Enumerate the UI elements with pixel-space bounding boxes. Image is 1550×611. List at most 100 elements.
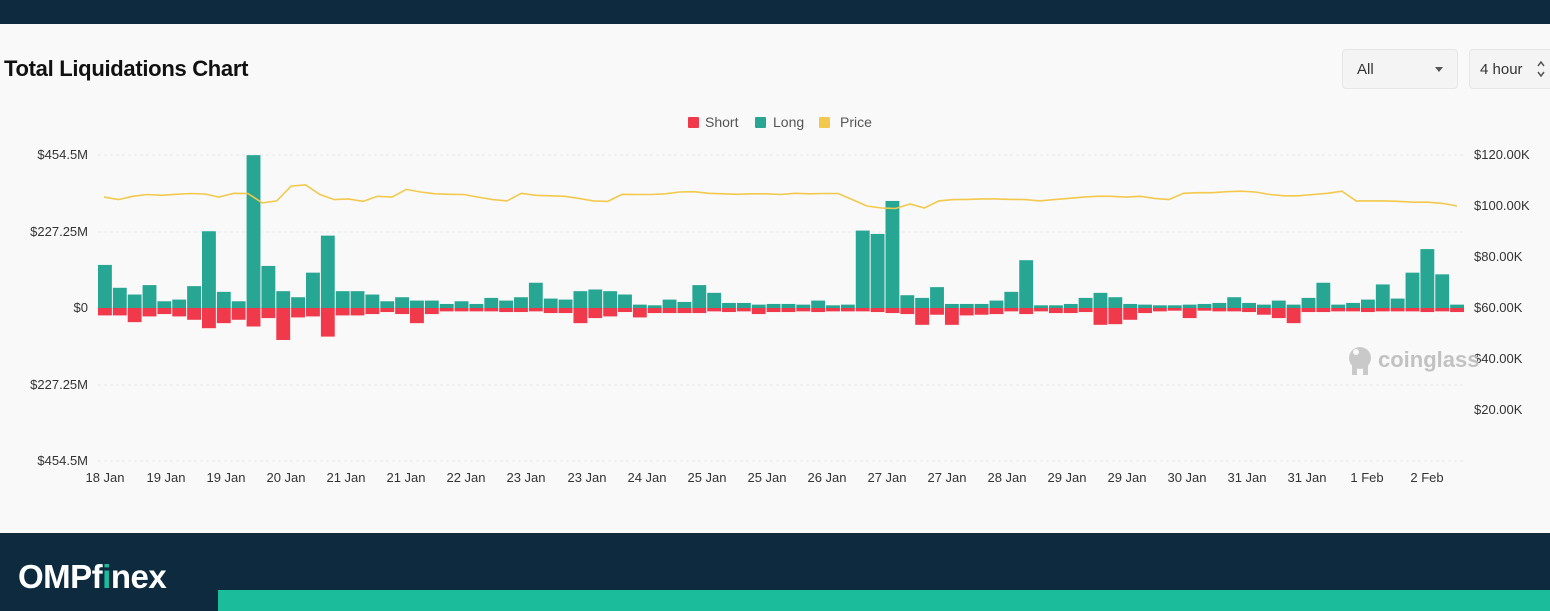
liquidations-chart: Short Long Price $454.5M $227.25M $0 $227.2… <box>30 114 1530 485</box>
short-bar <box>900 308 915 315</box>
y-right-tick-label: $120.00K <box>1474 147 1530 162</box>
short-bar <box>1242 308 1256 313</box>
long-bar <box>1435 274 1450 308</box>
long-bar <box>528 282 543 308</box>
short-bar <box>930 308 944 315</box>
long-bar <box>1256 304 1271 308</box>
x-tick-label: 29 Jan <box>1107 470 1146 485</box>
short-bar <box>1123 308 1138 320</box>
short-bar <box>291 308 306 318</box>
long-bar <box>900 295 915 308</box>
x-tick-label: 31 Jan <box>1227 470 1266 485</box>
short-bar <box>1331 308 1346 312</box>
long-bar <box>1316 282 1331 308</box>
short-bar <box>855 308 870 312</box>
short-bar <box>1004 308 1019 312</box>
x-tick-label: 21 Jan <box>326 470 365 485</box>
long-bar <box>187 286 202 308</box>
long-bar <box>1078 297 1093 308</box>
short-bar <box>1375 308 1390 312</box>
y-right-tick-label: $80.00K <box>1474 249 1523 264</box>
short-bar <box>127 308 142 323</box>
short-bar <box>618 308 632 313</box>
short-bar <box>662 308 677 314</box>
long-bar <box>365 294 380 308</box>
short-bar <box>707 308 722 312</box>
long-bar <box>1360 299 1375 308</box>
x-tick-label: 2 Feb <box>1410 470 1443 485</box>
long-bar <box>231 301 246 308</box>
coinglass-logo-icon <box>1349 347 1371 375</box>
legend-swatch-short <box>688 117 699 128</box>
long-bar <box>98 264 112 308</box>
y-left-tick-label: $227.25M <box>30 224 88 239</box>
long-bar <box>1138 304 1152 308</box>
long-bar <box>959 303 974 308</box>
long-bar <box>142 285 157 308</box>
long-bar <box>246 155 261 308</box>
long-bar <box>1242 302 1256 308</box>
short-bar <box>647 308 662 314</box>
short-bar <box>1108 308 1123 325</box>
long-bar <box>1286 304 1301 308</box>
x-tick-label: 26 Jan <box>807 470 846 485</box>
watermark-text: coinglass <box>1378 347 1479 372</box>
short-bar <box>395 308 410 315</box>
short-bar <box>187 308 202 320</box>
x-tick-label: 24 Jan <box>627 470 666 485</box>
long-bar <box>261 265 276 308</box>
short-bar <box>246 308 261 327</box>
long-bar <box>202 231 216 308</box>
long-bar <box>1331 304 1346 308</box>
price-series <box>103 183 1458 210</box>
x-tick-label: 29 Jan <box>1047 470 1086 485</box>
y-right-tick-label: $60.00K <box>1474 300 1523 315</box>
filter-select[interactable]: All <box>1342 49 1458 89</box>
price-line <box>103 183 1458 210</box>
long-bar <box>796 304 811 308</box>
long-bar <box>424 300 439 308</box>
legend-label-price: Price <box>840 114 872 130</box>
brand-logo: OMPfinex <box>18 558 167 595</box>
x-tick-label: 25 Jan <box>687 470 726 485</box>
short-bar <box>811 308 826 313</box>
interval-select-value: 4 hour <box>1480 60 1523 78</box>
filter-select-value: All <box>1357 60 1374 78</box>
long-bar <box>1167 305 1182 308</box>
x-tick-label: 25 Jan <box>747 470 786 485</box>
short-bar <box>1420 308 1435 313</box>
short-bar <box>989 308 1004 315</box>
long-bar <box>1271 300 1286 308</box>
short-bar <box>1048 308 1063 314</box>
y-left-tick-label: $0 <box>74 300 88 315</box>
long-bar <box>811 300 826 308</box>
short-bar <box>1182 308 1197 319</box>
short-bar <box>870 308 885 313</box>
short-bar <box>1435 308 1450 312</box>
long-bar <box>276 291 291 308</box>
short-bar <box>543 308 558 314</box>
short-bar <box>677 308 692 314</box>
y-right-tick-label: $20.00K <box>1474 402 1523 417</box>
short-bar <box>1063 308 1078 314</box>
long-bar <box>454 301 469 308</box>
short-bar <box>1152 308 1167 312</box>
short-bar <box>573 308 588 324</box>
long-bar <box>1390 298 1405 308</box>
long-bar <box>1182 304 1197 308</box>
short-bar <box>944 308 959 325</box>
long-bar <box>514 297 528 308</box>
short-bar <box>454 308 469 312</box>
short-bar <box>306 308 320 317</box>
x-tick-label: 30 Jan <box>1167 470 1206 485</box>
short-bar <box>1197 308 1212 311</box>
long-bar <box>306 272 320 308</box>
interval-select[interactable]: 4 hour <box>1469 49 1550 89</box>
long-bar <box>439 303 454 308</box>
short-bar <box>276 308 291 340</box>
x-tick-label: 18 Jan <box>85 470 124 485</box>
long-bar <box>885 200 900 308</box>
short-bar <box>1212 308 1227 312</box>
coinglass-watermark: coinglass <box>1349 347 1479 375</box>
bar-series <box>98 155 1464 340</box>
